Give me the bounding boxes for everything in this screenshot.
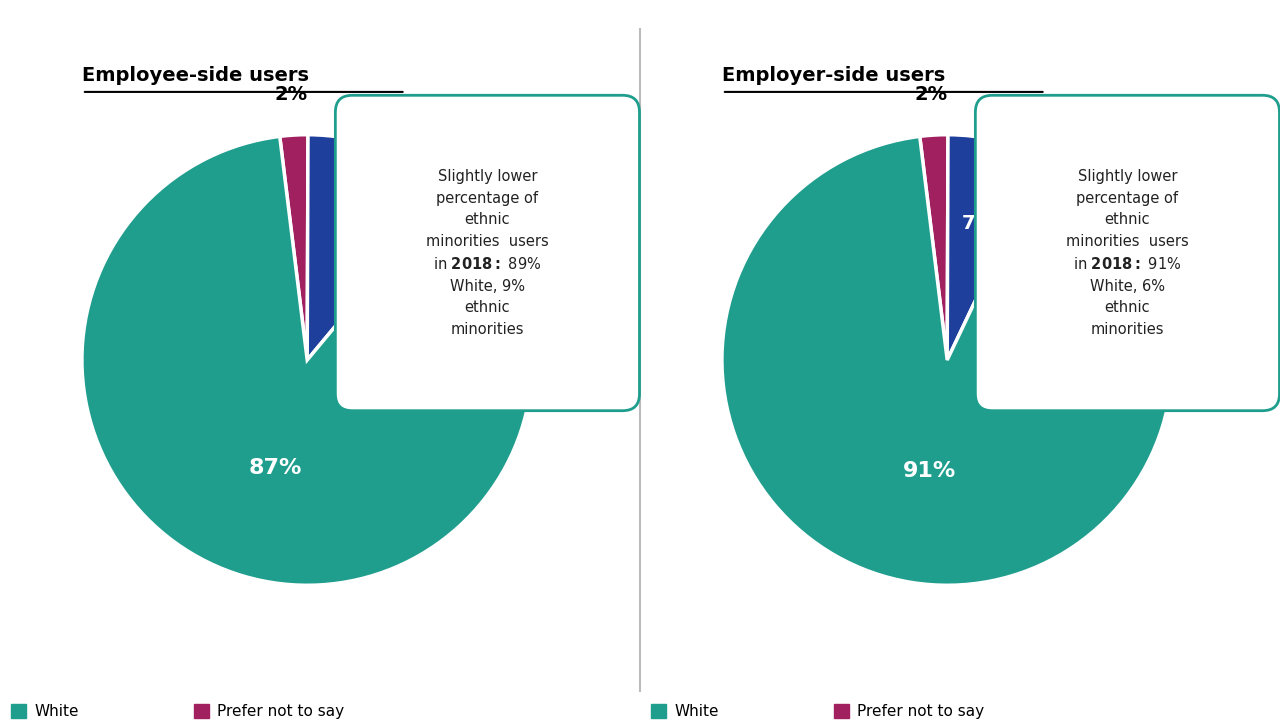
Text: 7%: 7% — [961, 215, 995, 233]
Text: Slightly lower
percentage of
ethnic
minorities  users
in $\mathbf{2018:}$ 91%
Wh: Slightly lower percentage of ethnic mino… — [1066, 169, 1189, 337]
FancyBboxPatch shape — [335, 95, 640, 410]
Text: Slightly lower
percentage of
ethnic
minorities  users
in $\mathbf{2018:}$ 89%
Wh: Slightly lower percentage of ethnic mino… — [426, 169, 549, 337]
Text: 2%: 2% — [275, 85, 308, 104]
Wedge shape — [307, 135, 452, 360]
Wedge shape — [947, 135, 1043, 360]
Wedge shape — [82, 136, 532, 585]
FancyBboxPatch shape — [975, 95, 1280, 410]
Text: 91%: 91% — [902, 462, 956, 481]
Text: 87%: 87% — [248, 458, 302, 478]
Text: Employer-side users: Employer-side users — [722, 66, 945, 85]
Text: Employee-side users: Employee-side users — [82, 66, 308, 85]
Text: 2%: 2% — [915, 85, 948, 104]
Wedge shape — [280, 135, 308, 360]
Legend: White, Ethnic minorities, Prefer not to say: White, Ethnic minorities, Prefer not to … — [5, 698, 349, 720]
Wedge shape — [722, 136, 1172, 585]
Legend: White, Ethnic minorities, Prefer not to say: White, Ethnic minorities, Prefer not to … — [645, 698, 989, 720]
Wedge shape — [920, 135, 948, 360]
Text: 11%: 11% — [332, 220, 379, 238]
